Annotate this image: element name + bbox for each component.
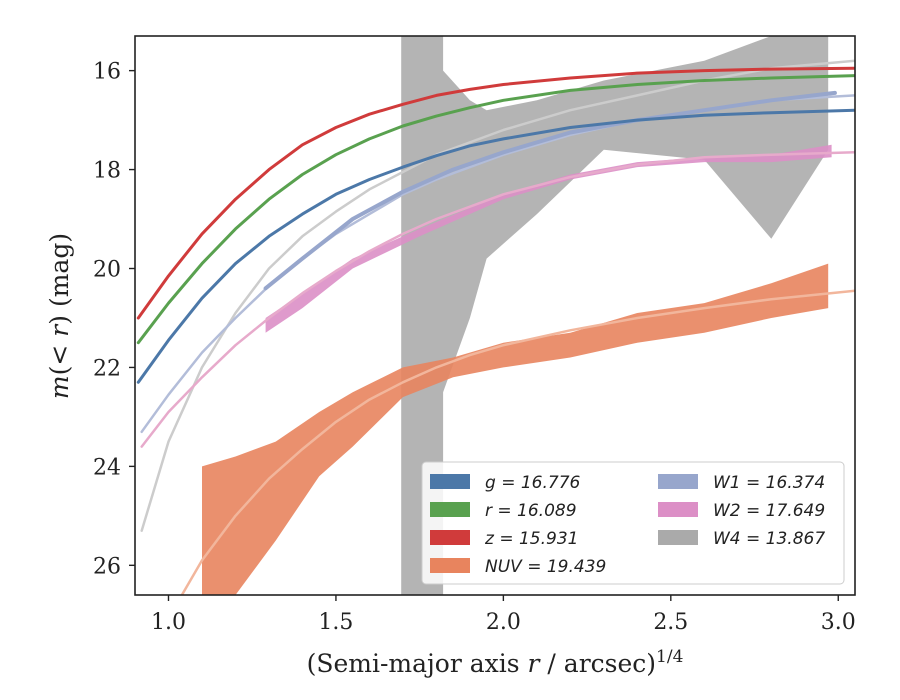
y-tick-label: 18: [93, 159, 121, 184]
series-line-w2-model: [140, 151, 855, 448]
x-axis-label: (Semi-major axis r / arcsec)1/4: [307, 647, 684, 678]
legend-swatch-nuv: [430, 558, 470, 573]
legend-label-w2: W2 = 17.649: [713, 501, 825, 521]
legend-swatch-w2: [658, 502, 698, 517]
plot-frame: [134, 35, 856, 596]
series-layer: [136, 36, 855, 595]
y-tick-label: 26: [93, 554, 121, 579]
legend-label-nuv: NUV = 19.439: [485, 557, 606, 577]
series-line-z: [136, 66, 855, 320]
series-line-r: [136, 74, 855, 345]
legend-swatch-g: [430, 474, 470, 489]
legend-label-r: r = 16.089: [485, 501, 577, 521]
y-tick-label: 16: [93, 60, 121, 85]
y-tick-label: 20: [93, 258, 121, 283]
legend-label-w1: W1 = 16.374: [713, 473, 825, 493]
x-tick-label: 1.5: [318, 610, 353, 635]
x-tick-label: 2.0: [486, 610, 521, 635]
y-axis-label: m(< r) (mag): [45, 233, 74, 399]
legend: g = 16.776 r = 16.089 z = 15.931 NUV = 19.4…: [421, 461, 845, 585]
legend-swatch-w1: [658, 474, 698, 489]
x-tick-label: 1.0: [151, 610, 186, 635]
legend-swatch-w4: [658, 530, 698, 545]
x-tick-label: 2.5: [653, 610, 688, 635]
legend-label-w4: W4 = 13.867: [713, 529, 825, 549]
y-tick-label: 22: [93, 356, 121, 381]
legend-swatch-r: [430, 502, 470, 517]
x-tick-label: 3.0: [821, 610, 856, 635]
series-line-nuv-model: [180, 289, 855, 595]
legend-label-g: g = 16.776: [485, 473, 581, 493]
ticks-layer: 1.0 1.5 2.0 2.5 3.0 16 18 20 22 24 26: [93, 60, 856, 635]
y-tick-label: 24: [93, 455, 121, 480]
series-line-g: [136, 108, 855, 384]
legend-box: [421, 461, 845, 585]
series-line-w4-model: [140, 59, 855, 532]
legend-label-z: z = 15.931: [484, 529, 578, 549]
series-band-w4: [401, 36, 829, 595]
series-line-w1: [263, 90, 837, 291]
legend-swatch-z: [430, 530, 470, 545]
